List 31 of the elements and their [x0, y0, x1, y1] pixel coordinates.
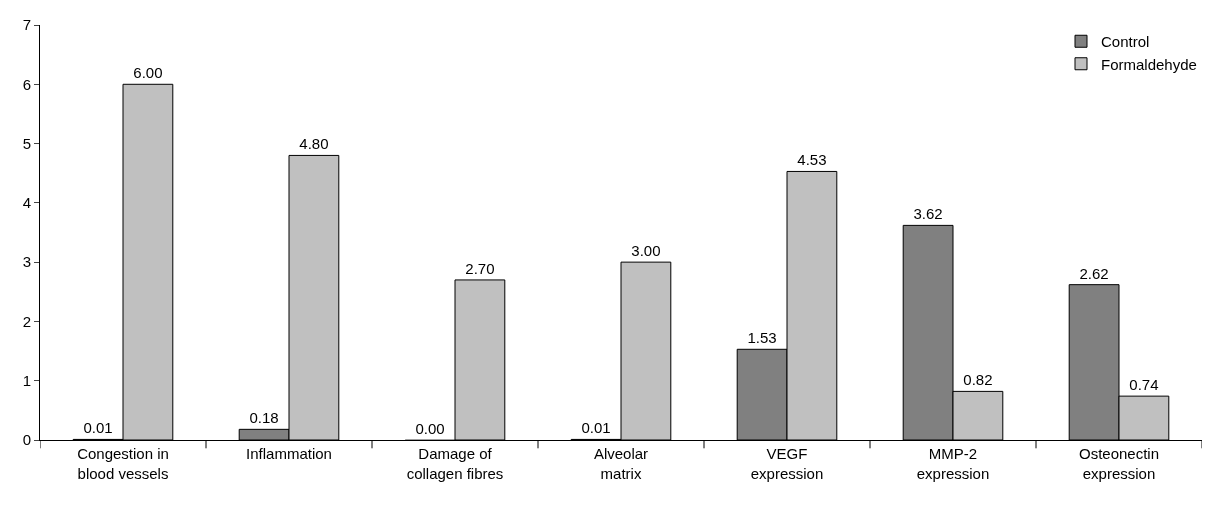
y-tick-label: 2: [22, 312, 31, 330]
y-tick-label: 3: [22, 253, 31, 271]
data-label: 0.01: [581, 419, 611, 437]
data-label: 1.53: [747, 329, 777, 347]
data-label: 4.80: [299, 135, 329, 153]
x-tick-label: Damage of collagen fibres: [406, 445, 504, 482]
data-label: 0.18: [249, 409, 279, 427]
x-tick-label: Alveolar matrix: [593, 445, 649, 482]
y-tick-label: 0: [22, 431, 31, 449]
x-tick-label: Osteonectin expression: [1078, 445, 1160, 482]
y-tick-label: 7: [22, 16, 31, 34]
y-tick-label: 1: [22, 371, 31, 389]
data-label: 3.00: [631, 242, 661, 260]
x-tick-label: VEGF expression: [750, 445, 824, 482]
x-tick-label: MMP-2 expression: [916, 445, 990, 482]
legend-label: Control: [1101, 33, 1150, 51]
data-label: 0.00: [415, 420, 445, 437]
y-tick-label: 6: [22, 75, 31, 93]
x-tick-label: Congestion in blood vessels: [77, 445, 169, 482]
data-label: 4.53: [797, 151, 827, 169]
data-label: 0.74: [1129, 376, 1159, 394]
data-label: 2.62: [1079, 264, 1109, 282]
data-label: 2.70: [465, 259, 495, 277]
legend-label: Formaldehyde: [1101, 55, 1197, 73]
x-tick-label: Inflammation: [246, 445, 332, 462]
data-label: 0.82: [963, 371, 993, 389]
y-tick-label: 4: [22, 194, 31, 212]
data-label: 3.62: [913, 205, 943, 223]
y-tick-label: 5: [22, 134, 31, 152]
data-label: 0.01: [83, 419, 113, 437]
data-label: 6.00: [133, 64, 163, 82]
